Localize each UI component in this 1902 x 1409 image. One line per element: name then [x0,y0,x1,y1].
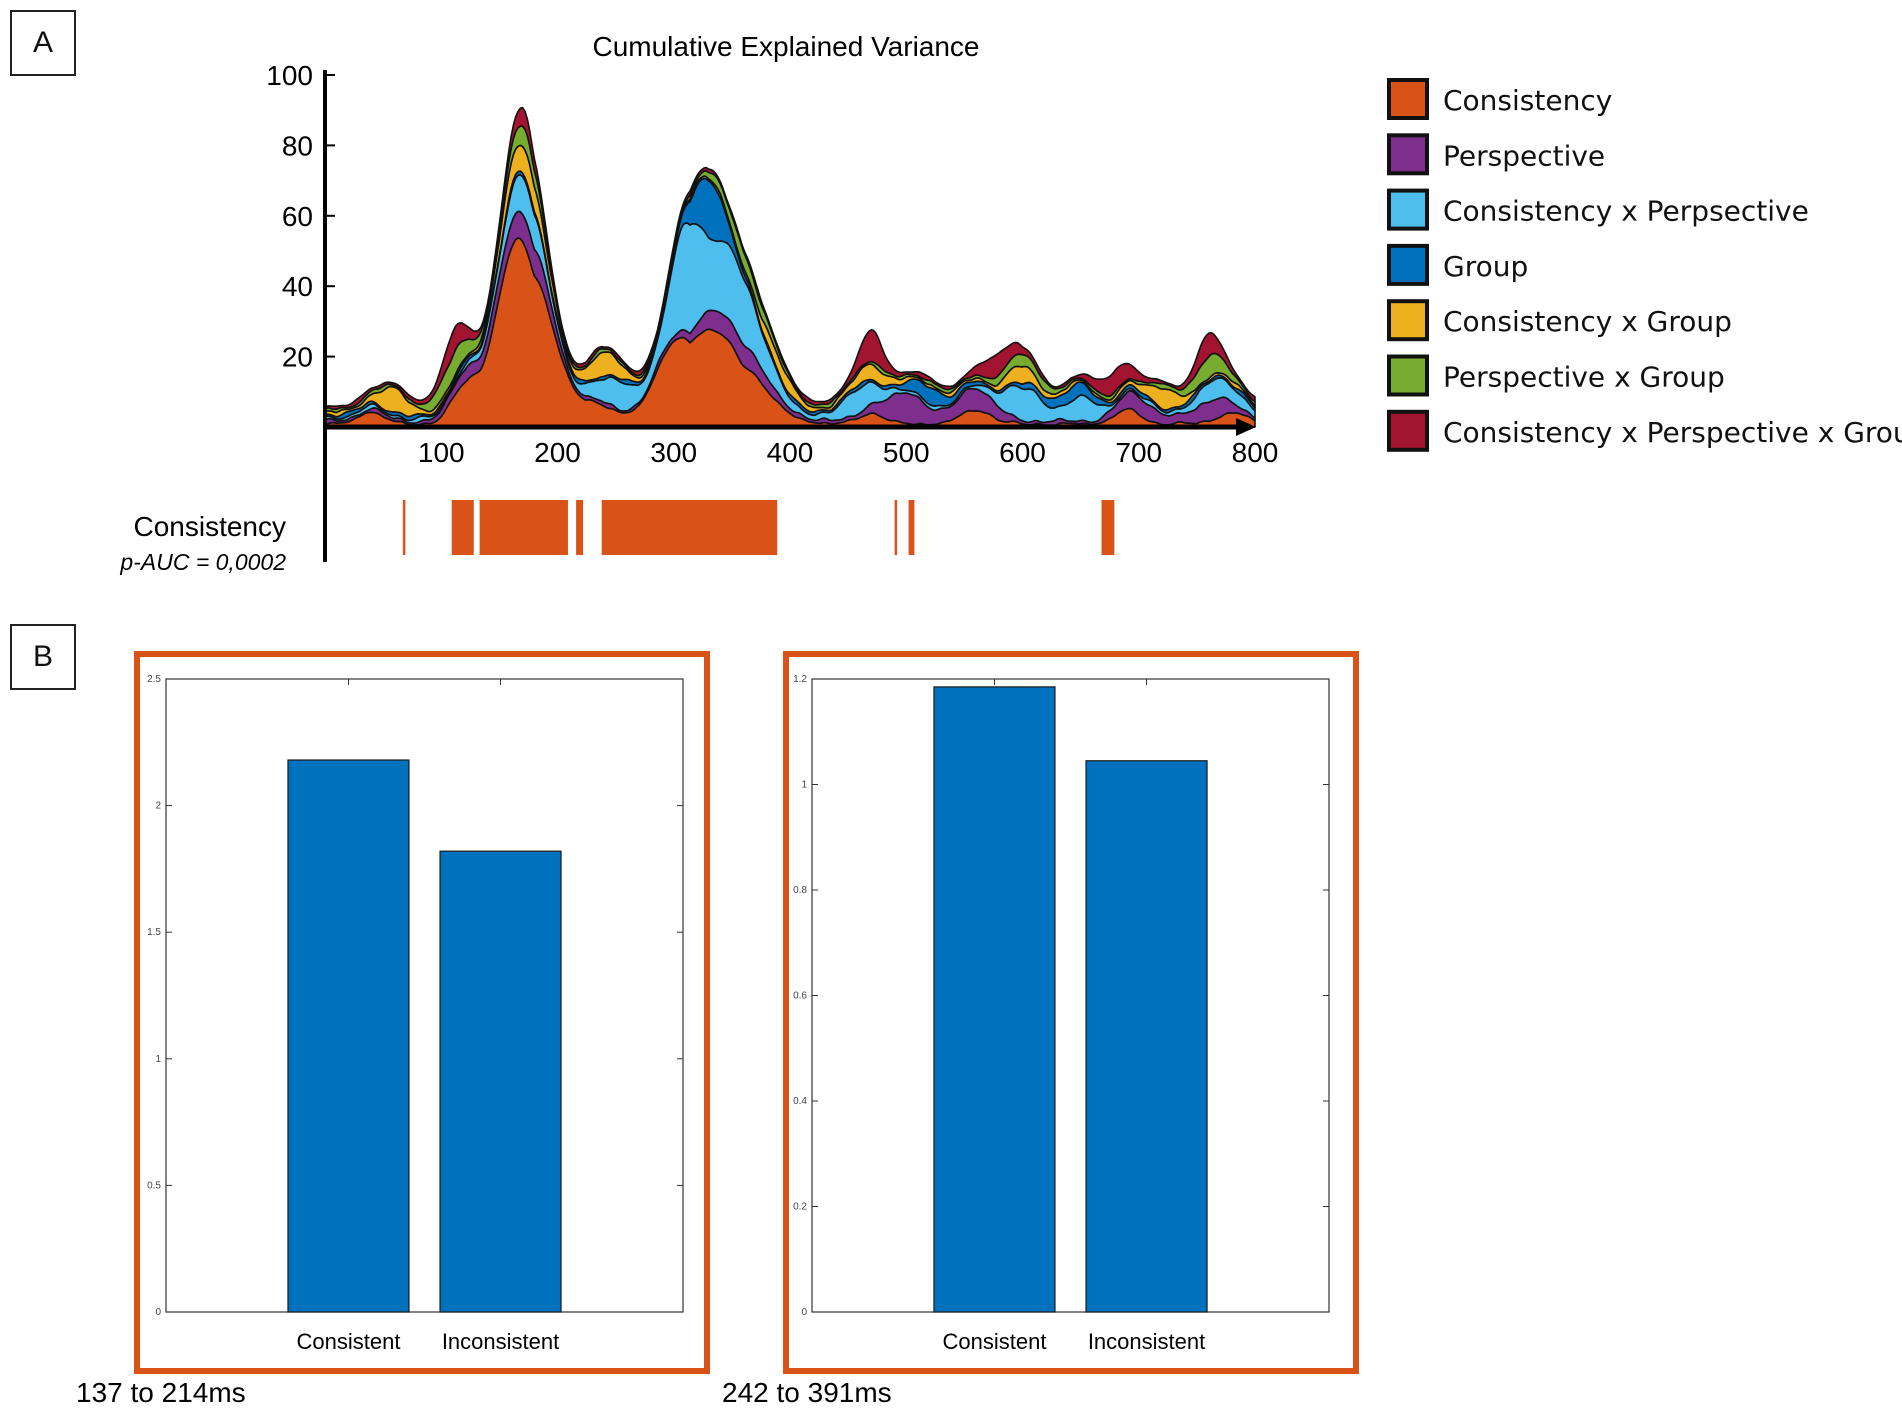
legend-label-group: Group [1443,250,1528,283]
significance-bar [576,500,584,555]
x-tick-label-inconsistent: Inconsistent [442,1329,559,1354]
time-window-caption: 137 to 214ms [76,1377,246,1408]
y-tick-label: 2 [155,801,161,812]
y-tick-label: 0.5 [147,1180,161,1191]
time-window-caption: 242 to 391ms [722,1377,892,1408]
significance-bar [402,500,406,555]
bar-chart-left: 0 0.5 1 1.5 2 2.5 Consistent Inconsistent 137 to… [76,651,710,1408]
x-axis-arrow [1236,418,1256,436]
bar-inconsistent [439,850,562,1313]
highlight-frame [134,651,710,1374]
x-tick-label: 400 [767,437,814,468]
significance-bar [479,500,568,555]
significance-stat: p-AUC = 0,0002 [119,549,286,575]
x-tick-label: 600 [999,437,1046,468]
y-tick-label: 40 [282,271,313,302]
legend-label-perspective: Perspective [1443,139,1605,172]
x-tick-label: 500 [883,437,930,468]
y-tick-label: 0.2 [793,1202,807,1213]
significance-bars: Consistency p-AUC = 0,0002 [119,500,1115,575]
cumulative-variance-chart: Cumulative Explained Variance 20 40 60 80 10… [119,31,1902,575]
legend-swatch-perspective [1387,133,1429,176]
bar-consistent [287,759,410,1313]
highlight-frame [783,651,1359,1374]
y-tick-label: 2.5 [147,674,161,685]
legend-label-consistency-x-perpsective: Consistency x Perpsective [1443,195,1809,228]
area-series-consistency-x-perspective-x-group [324,106,1256,411]
significance-label: Consistency [133,511,286,542]
panel-label-b: B [10,624,76,690]
legend-label-consistency-x-perspective-x-group: Consistency x Perspective x Group [1443,416,1902,449]
axes: 20 40 60 80 100 100 200 300 400 500 600 700 800 [266,60,1278,562]
y-tick-label: 0 [801,1307,807,1318]
y-tick-label: 80 [282,130,313,161]
significance-bar [451,500,474,555]
significance-bar [1101,500,1115,555]
bar-consistent [933,686,1056,1313]
legend-swatch-group [1387,243,1429,286]
x-tick-label-consistent: Consistent [942,1329,1046,1354]
y-tick-label: 1 [155,1054,161,1065]
plot-area [811,678,1330,1313]
x-tick-label: 100 [418,437,465,468]
legend-swatch-perspective-x-group [1387,354,1429,397]
plot-area [165,678,684,1313]
y-tick-label: 1.5 [147,927,161,938]
y-tick-label: 0.8 [793,885,807,896]
y-tick-label: 0 [155,1307,161,1318]
legend: Consistency Perspective Consistency x Perp… [1387,78,1902,452]
x-tick-label: 800 [1232,437,1279,468]
x-tick-label: 300 [650,437,697,468]
x-tick-label-inconsistent: Inconsistent [1088,1329,1205,1354]
y-tick-label: 100 [266,60,313,91]
legend-swatch-consistency-x-perpsective [1387,188,1429,231]
legend-swatch-consistency [1387,78,1429,120]
y-tick-label: 60 [282,201,313,232]
y-tick-label: 0.6 [793,991,807,1002]
panel-label-a: A [10,10,76,76]
x-tick-label: 700 [1115,437,1162,468]
y-tick-label: 1 [801,780,807,791]
legend-label-consistency-x-group: Consistency x Group [1443,305,1732,338]
stacked-area-series [324,106,1256,428]
legend-label-consistency: Consistency [1443,84,1612,117]
significance-bar [908,500,915,555]
x-tick-label-consistent: Consistent [296,1329,400,1354]
chart-title: Cumulative Explained Variance [592,31,979,62]
y-tick-label: 20 [282,342,313,373]
bar-chart-right: 0 0.2 0.4 0.6 0.8 1 1.2 Consistent Inconsistent 2… [722,651,1359,1408]
y-tick-label: 1.2 [793,674,807,685]
legend-swatch-consistency-x-perspective-x-group [1387,409,1429,452]
legend-swatch-consistency-x-group [1387,299,1429,342]
significance-bar [601,500,778,555]
x-tick-label: 200 [534,437,581,468]
significance-bar [894,500,898,555]
legend-label-perspective-x-group: Perspective x Group [1443,361,1725,394]
y-tick-label: 0.4 [793,1096,807,1107]
bar-inconsistent [1085,760,1208,1313]
